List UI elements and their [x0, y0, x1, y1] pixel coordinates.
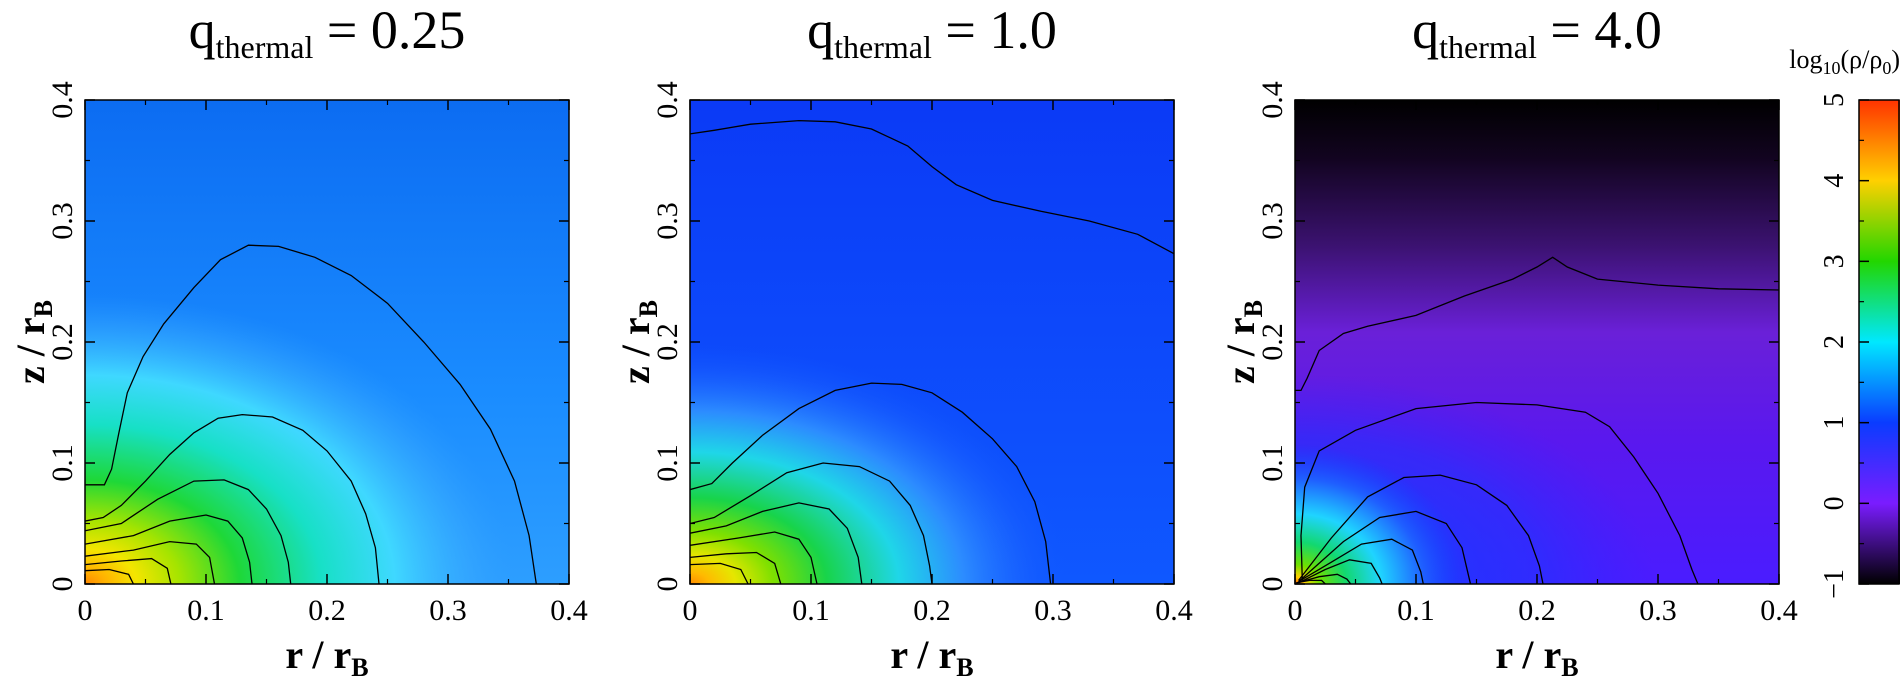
x-axis-label: r / rB — [285, 632, 368, 679]
contour-line-7 — [690, 562, 749, 584]
contour-line-1 — [85, 244, 537, 584]
x-tick-label: 0.4 — [1155, 594, 1193, 627]
contour-line-3 — [1298, 474, 1544, 584]
x-axis-label: r / rB — [890, 632, 973, 679]
x-tick-label: 0.4 — [1760, 594, 1798, 627]
density-core — [1295, 100, 1779, 584]
contour-line-4 — [690, 502, 863, 584]
x-tick-label: 0.2 — [913, 594, 951, 627]
x-tick-label: 0.2 — [1518, 594, 1556, 627]
x-tick-label: 0.4 — [550, 594, 588, 627]
contour-line-2 — [690, 382, 1052, 584]
contour-line-6 — [1298, 559, 1383, 584]
x-tick-label: 0.1 — [187, 594, 225, 627]
y-tick-label: 0 — [651, 577, 684, 592]
panel-title: qthermal = 1.0 — [807, 0, 1057, 65]
y-tick-label: 0.2 — [1256, 323, 1289, 361]
y-tick-label: 0.1 — [46, 444, 79, 482]
contour-line-3 — [85, 479, 292, 584]
x-tick-label: 0.1 — [792, 594, 830, 627]
y-tick-label: 0.4 — [46, 81, 79, 119]
contour-line-4 — [1298, 510, 1472, 584]
y-axis-label: z / rB — [613, 300, 663, 384]
x-axis: 0 0.1 0.2 0.3 0.4 — [1288, 100, 1798, 627]
x-tick-label: 0 — [1288, 594, 1303, 627]
panel-q-025: qthermal = 0.25 0 0.1 0.2 0.3 0.4 0 0.1 0.2 0.3… — [8, 0, 588, 679]
y-axis: 0 0.1 0.2 0.3 0.4 — [46, 81, 569, 592]
contour-line-8 — [1296, 579, 1326, 584]
colorbar-tick-label: 1 — [1819, 416, 1850, 430]
contour-line-5 — [85, 540, 216, 584]
contour-line-1 — [690, 119, 1174, 255]
density-core — [690, 100, 1174, 584]
x-tick-label: 0 — [78, 594, 93, 627]
x-tick-label: 0.3 — [429, 594, 467, 627]
contour-line-6 — [85, 557, 172, 584]
y-axis-label: z / rB — [1218, 300, 1268, 384]
y-axis: 0 0.1 0.2 0.3 0.4 — [651, 81, 1174, 592]
colorbar-label: log10(ρ/ρ0) — [1789, 45, 1900, 78]
colorbar-axis: −1 0 1 2 3 4 5 — [1819, 93, 1869, 599]
colorbar-tick-label: 5 — [1819, 93, 1850, 107]
colorbar-tick-label: −1 — [1819, 569, 1850, 599]
y-tick-label: 0.4 — [1256, 81, 1289, 119]
x-tick-label: 0.2 — [308, 594, 346, 627]
contour-line-2 — [1300, 401, 1699, 584]
y-tick-label: 0.2 — [651, 323, 684, 361]
contour-line-5 — [690, 531, 818, 584]
y-tick-label: 0 — [46, 577, 79, 592]
colorbar-tick-label: 4 — [1819, 174, 1850, 188]
y-tick-label: 0.1 — [1256, 444, 1289, 482]
y-tick-label: 0.3 — [1256, 202, 1289, 240]
x-axis-label: r / rB — [1495, 632, 1578, 679]
contour-line-3 — [690, 462, 933, 584]
panel-title: qthermal = 4.0 — [1412, 0, 1662, 65]
y-tick-label: 0.2 — [46, 323, 79, 361]
x-tick-label: 0.1 — [1397, 594, 1435, 627]
density-core — [85, 100, 569, 584]
x-tick-label: 0.3 — [1034, 594, 1072, 627]
y-axis-label: z / rB — [8, 300, 58, 384]
colorbar-tick-label: 0 — [1819, 496, 1850, 510]
x-tick-label: 0 — [683, 594, 698, 627]
contour-group — [85, 244, 537, 584]
contour-line-6 — [690, 551, 782, 584]
y-tick-label: 0.3 — [651, 202, 684, 240]
contour-line-7 — [85, 568, 134, 584]
contour-line-1 — [1295, 256, 1779, 392]
x-axis: 0 0.1 0.2 0.3 0.4 — [78, 100, 588, 627]
colorbar: log10(ρ/ρ0) −1 0 1 2 3 4 5 — [1789, 45, 1900, 599]
y-tick-label: 0 — [1256, 577, 1289, 592]
colorbar-tick-label: 3 — [1819, 254, 1850, 268]
contour-line-4 — [85, 514, 253, 584]
panel-q-40: qthermal = 4.0 0 0.1 0.2 0.3 0.4 00.10.20.30… — [1218, 0, 1798, 679]
panel-title: qthermal = 0.25 — [189, 0, 466, 65]
contour-line-7 — [1297, 573, 1352, 584]
contour-group — [1295, 256, 1779, 584]
contour-line-2 — [85, 413, 380, 584]
y-tick-label: 0.1 — [651, 444, 684, 482]
y-axis: 0 0.1 0.2 0.3 0.4 — [1256, 81, 1779, 592]
y-tick-label: 0.4 — [651, 81, 684, 119]
contour-group — [690, 119, 1174, 584]
x-axis: 0 0.1 0.2 0.3 0.4 — [683, 100, 1193, 627]
x-tick-label: 0.3 — [1639, 594, 1677, 627]
y-tick-label: 0.3 — [46, 202, 79, 240]
panel-q-10: qthermal = 1.0 0 0.1 0.2 0.3 0.4 00.10.20.30… — [613, 0, 1193, 679]
colorbar-tick-label: 2 — [1819, 335, 1850, 349]
contour-line-5 — [1298, 538, 1424, 584]
